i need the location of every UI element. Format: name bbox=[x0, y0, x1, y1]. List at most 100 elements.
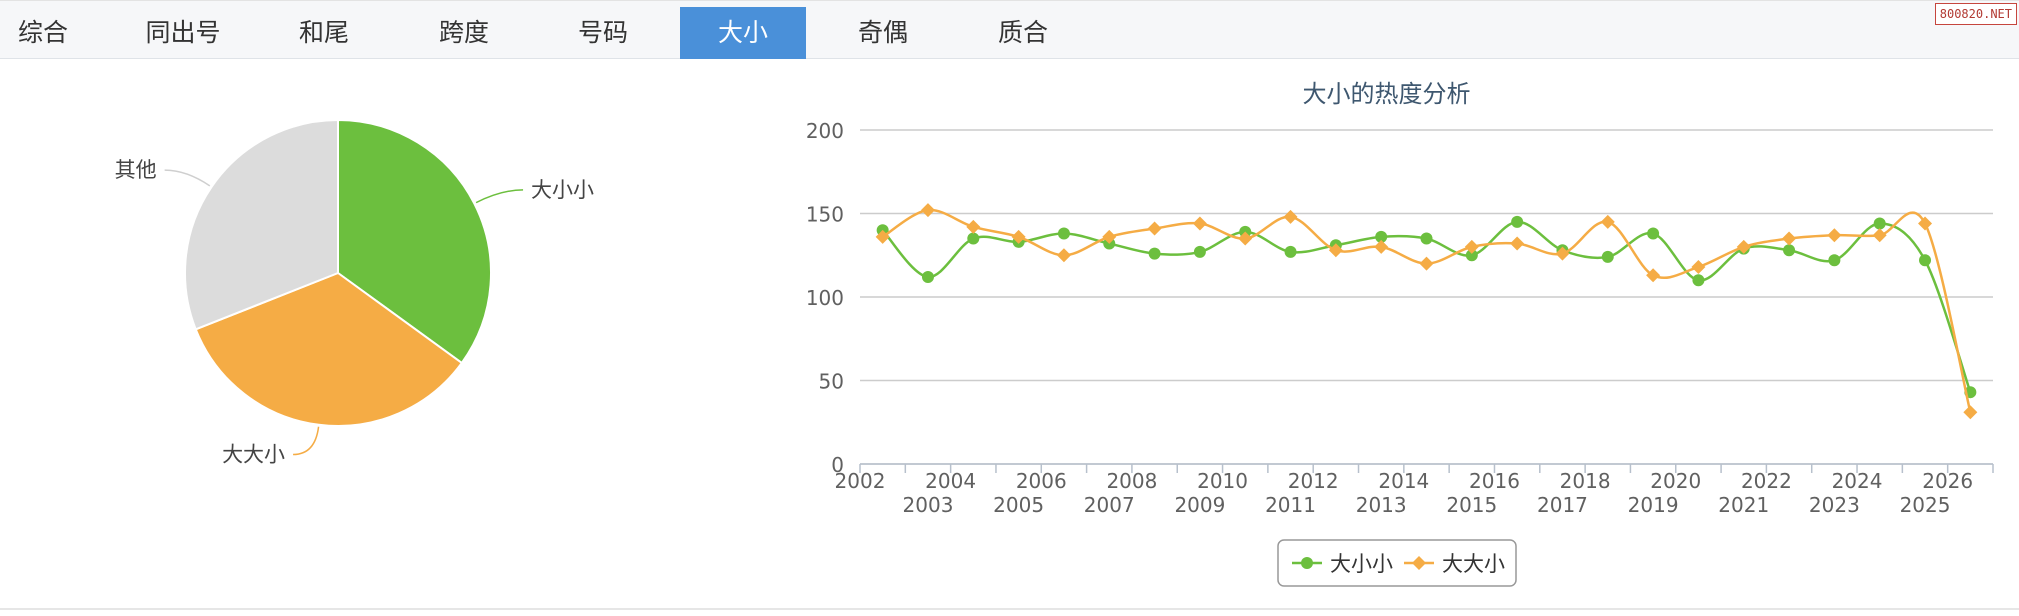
pie-label: 其他 bbox=[115, 158, 157, 182]
data-point[interactable] bbox=[1646, 268, 1661, 283]
x-tick-label: 2026 bbox=[1922, 469, 1973, 493]
data-point[interactable] bbox=[1511, 215, 1524, 228]
data-point[interactable] bbox=[1783, 244, 1796, 257]
data-point[interactable] bbox=[1375, 230, 1388, 243]
pie-slice[interactable] bbox=[194, 271, 464, 427]
x-tick-label: 2014 bbox=[1378, 469, 1429, 493]
x-tick-label: 2002 bbox=[835, 469, 886, 493]
x-tick-label: 2007 bbox=[1084, 493, 1135, 517]
legend-marker bbox=[1412, 556, 1426, 570]
pie-slice[interactable] bbox=[337, 118, 492, 365]
watermark-logo: 800820.NET bbox=[1934, 3, 2017, 25]
x-tick-label: 2017 bbox=[1537, 493, 1588, 517]
x-tick-label: 2016 bbox=[1469, 469, 1520, 493]
data-point[interactable] bbox=[1873, 217, 1886, 230]
x-tick-label: 2025 bbox=[1900, 493, 1951, 517]
data-point[interactable] bbox=[1827, 228, 1842, 243]
data-point[interactable] bbox=[1601, 250, 1614, 263]
data-point[interactable] bbox=[1963, 405, 1978, 420]
legend-marker bbox=[1301, 557, 1313, 569]
data-point[interactable] bbox=[967, 232, 980, 245]
x-tick-label: 2004 bbox=[925, 469, 976, 493]
x-tick-label: 2022 bbox=[1741, 469, 1792, 493]
x-tick-label: 2009 bbox=[1174, 493, 1225, 517]
x-tick-label: 2013 bbox=[1356, 493, 1407, 517]
x-tick-label: 2018 bbox=[1560, 469, 1611, 493]
data-point[interactable] bbox=[1147, 221, 1162, 236]
data-point[interactable] bbox=[1193, 245, 1206, 258]
data-point[interactable] bbox=[920, 203, 935, 218]
data-point[interactable] bbox=[1420, 232, 1433, 245]
x-tick-label: 2005 bbox=[993, 493, 1044, 517]
data-point[interactable] bbox=[1918, 216, 1933, 231]
x-tick-label: 2021 bbox=[1718, 493, 1769, 517]
data-point[interactable] bbox=[1238, 231, 1253, 246]
tab-zhihe[interactable]: 质合 bbox=[997, 18, 1048, 47]
data-point[interactable] bbox=[1872, 228, 1887, 243]
pie-label: 大小小 bbox=[531, 178, 594, 202]
x-tick-label: 2003 bbox=[903, 493, 954, 517]
pie-connector bbox=[293, 426, 320, 456]
data-point[interactable] bbox=[1057, 227, 1070, 240]
x-tick-label: 2023 bbox=[1809, 493, 1860, 517]
data-point[interactable] bbox=[921, 270, 934, 283]
tab-tongchuhao[interactable]: 同出号 bbox=[145, 18, 221, 47]
data-point[interactable] bbox=[1736, 239, 1751, 254]
data-point[interactable] bbox=[875, 229, 890, 244]
data-point[interactable] bbox=[1148, 247, 1161, 260]
chart-legend bbox=[1277, 539, 1517, 587]
x-tick-label: 2006 bbox=[1016, 469, 1067, 493]
data-point[interactable] bbox=[1464, 239, 1479, 254]
x-tick-label: 2019 bbox=[1628, 493, 1679, 517]
x-tick-label: 2012 bbox=[1288, 469, 1339, 493]
pie-connector bbox=[475, 189, 524, 204]
tab-kuadu[interactable]: 跨度 bbox=[438, 18, 489, 47]
tab-jiou[interactable]: 奇偶 bbox=[857, 18, 908, 47]
data-point[interactable] bbox=[1919, 254, 1932, 267]
x-tick-label: 2011 bbox=[1265, 493, 1316, 517]
tab-daxiao[interactable]: 大小 bbox=[680, 7, 806, 59]
data-point[interactable] bbox=[1284, 245, 1297, 258]
data-point[interactable] bbox=[1782, 231, 1797, 246]
data-point[interactable] bbox=[1555, 246, 1570, 261]
data-point[interactable] bbox=[1691, 259, 1706, 274]
tab-zonghe[interactable]: 综合 bbox=[17, 18, 68, 47]
data-point[interactable] bbox=[1419, 256, 1434, 271]
pie-connector bbox=[164, 169, 211, 187]
data-point[interactable] bbox=[1192, 216, 1207, 231]
data-point[interactable] bbox=[1510, 236, 1525, 251]
y-tick-label: 0 bbox=[831, 453, 844, 477]
y-tick-label: 100 bbox=[806, 286, 844, 310]
x-tick-label: 2010 bbox=[1197, 469, 1248, 493]
x-tick-label: 2024 bbox=[1832, 469, 1883, 493]
tab-bar: 综合 同出号 和尾 跨度 号码 大小 奇偶 质合 800820.NET bbox=[0, 0, 2019, 59]
pie-slice[interactable] bbox=[184, 118, 339, 331]
data-point[interactable] bbox=[1283, 209, 1298, 224]
tab-haoma[interactable]: 号码 bbox=[577, 18, 628, 47]
chart-title: 大小的热度分析 bbox=[1303, 80, 1471, 108]
data-point[interactable] bbox=[1465, 249, 1478, 262]
y-tick-label: 150 bbox=[806, 203, 844, 227]
section-divider bbox=[0, 608, 2019, 610]
data-point[interactable] bbox=[1828, 254, 1841, 267]
data-point[interactable] bbox=[966, 219, 981, 234]
x-tick-label: 2008 bbox=[1106, 469, 1157, 493]
data-point[interactable] bbox=[1647, 227, 1660, 240]
legend-item[interactable]: 大小小 bbox=[1330, 552, 1393, 576]
y-tick-label: 200 bbox=[806, 119, 844, 143]
y-tick-label: 50 bbox=[819, 370, 844, 394]
data-point[interactable] bbox=[1692, 274, 1705, 287]
data-point[interactable] bbox=[1056, 248, 1071, 263]
x-tick-label: 2020 bbox=[1650, 469, 1701, 493]
pie-label: 大大小 bbox=[222, 443, 285, 467]
legend-item[interactable]: 大大小 bbox=[1442, 552, 1505, 576]
tab-hewei[interactable]: 和尾 bbox=[298, 18, 349, 47]
data-point[interactable] bbox=[1102, 229, 1117, 244]
data-point[interactable] bbox=[1011, 229, 1026, 244]
data-point[interactable] bbox=[1374, 239, 1389, 254]
data-point[interactable] bbox=[1600, 214, 1615, 229]
data-point[interactable] bbox=[1328, 243, 1343, 258]
series-line bbox=[881, 220, 1972, 393]
